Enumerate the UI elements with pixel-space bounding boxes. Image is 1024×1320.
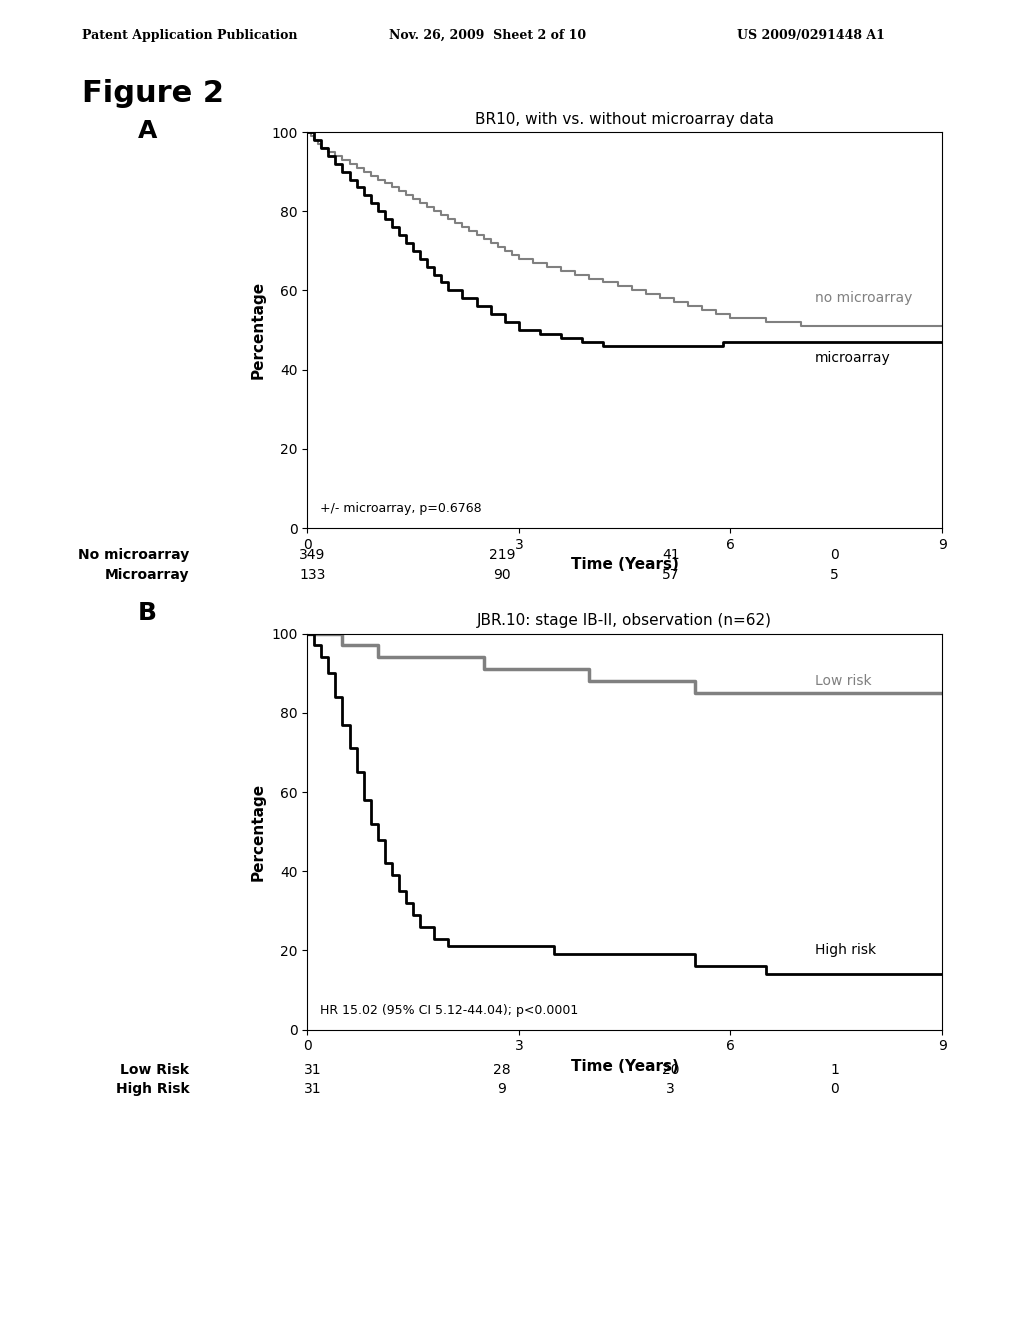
Text: A: A: [138, 119, 158, 143]
Text: Patent Application Publication: Patent Application Publication: [82, 29, 297, 42]
Text: no microarray: no microarray: [815, 292, 912, 305]
Title: BR10, with vs. without microarray data: BR10, with vs. without microarray data: [475, 112, 774, 127]
Text: Low risk: Low risk: [815, 675, 871, 688]
Text: High risk: High risk: [815, 944, 877, 957]
Text: Nov. 26, 2009  Sheet 2 of 10: Nov. 26, 2009 Sheet 2 of 10: [389, 29, 587, 42]
Text: 219: 219: [488, 548, 515, 562]
X-axis label: Time (Years): Time (Years): [570, 1059, 679, 1074]
Title: JBR.10: stage IB-II, observation (n=62): JBR.10: stage IB-II, observation (n=62): [477, 614, 772, 628]
X-axis label: Time (Years): Time (Years): [570, 557, 679, 573]
Text: 28: 28: [493, 1063, 511, 1077]
Text: US 2009/0291448 A1: US 2009/0291448 A1: [737, 29, 885, 42]
Text: High Risk: High Risk: [116, 1082, 189, 1097]
Text: microarray: microarray: [815, 351, 891, 364]
Text: Microarray: Microarray: [104, 568, 189, 582]
Text: No microarray: No microarray: [78, 548, 189, 562]
Text: 57: 57: [662, 568, 680, 582]
Text: +/- microarray, p=0.6768: +/- microarray, p=0.6768: [319, 502, 481, 515]
Text: B: B: [138, 601, 158, 624]
Text: 349: 349: [299, 548, 326, 562]
Text: 0: 0: [830, 1082, 839, 1097]
Text: Figure 2: Figure 2: [82, 79, 224, 108]
Text: 41: 41: [662, 548, 680, 562]
Text: 1: 1: [830, 1063, 839, 1077]
Text: Low Risk: Low Risk: [121, 1063, 189, 1077]
Text: 133: 133: [299, 568, 326, 582]
Text: 0: 0: [830, 548, 839, 562]
Text: 5: 5: [830, 568, 839, 582]
Text: 20: 20: [662, 1063, 680, 1077]
Text: 3: 3: [667, 1082, 675, 1097]
Text: 9: 9: [498, 1082, 506, 1097]
Text: 31: 31: [303, 1082, 322, 1097]
Y-axis label: Percentage: Percentage: [251, 783, 265, 880]
Y-axis label: Percentage: Percentage: [251, 281, 265, 379]
Text: HR 15.02 (95% CI 5.12-44.04); p<0.0001: HR 15.02 (95% CI 5.12-44.04); p<0.0001: [319, 1003, 579, 1016]
Text: 90: 90: [493, 568, 511, 582]
Text: 31: 31: [303, 1063, 322, 1077]
